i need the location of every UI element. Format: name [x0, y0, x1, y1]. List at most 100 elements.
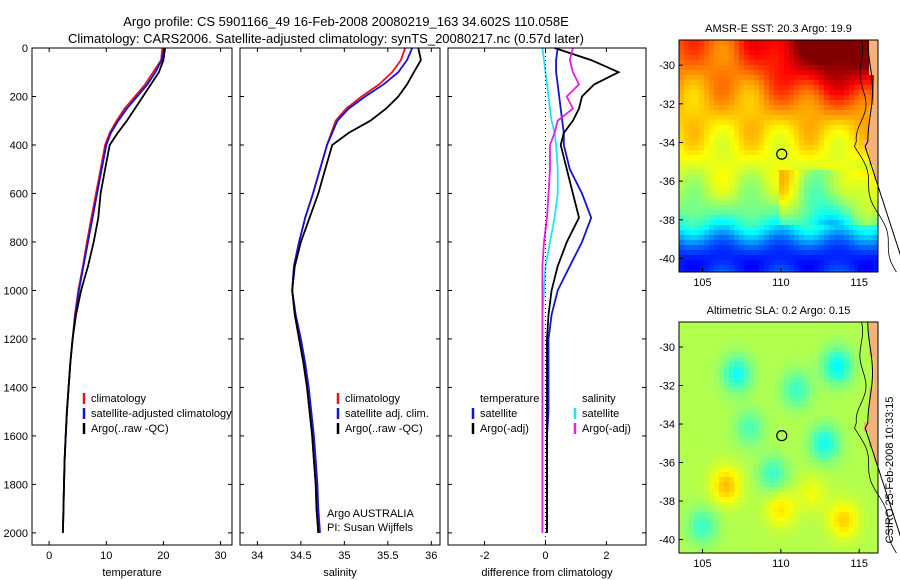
- field-cell: [754, 255, 760, 261]
- land-cell: [869, 327, 875, 333]
- field-cell: [689, 50, 695, 56]
- field-cell: [699, 120, 705, 126]
- field-cell: [699, 250, 705, 256]
- field-cell: [704, 432, 710, 438]
- field-cell: [694, 210, 700, 216]
- land-cell: [869, 65, 875, 71]
- field-cell: [759, 120, 765, 126]
- field-cell: [834, 235, 840, 241]
- field-cell: [864, 382, 870, 388]
- field-cell: [769, 240, 775, 246]
- field-cell: [734, 507, 740, 513]
- field-cell: [854, 60, 860, 66]
- field-cell: [864, 215, 870, 221]
- field-cell: [749, 512, 755, 518]
- field-cell: [739, 392, 745, 398]
- field-cell: [704, 120, 710, 126]
- field-cell: [694, 90, 700, 96]
- field-cell: [854, 65, 860, 71]
- field-cell: [754, 467, 760, 473]
- field-cell: [749, 482, 755, 488]
- field-cell: [799, 230, 805, 236]
- field-cell: [759, 145, 765, 151]
- field-cell: [734, 230, 740, 236]
- field-cell: [689, 367, 695, 373]
- field-cell: [864, 100, 870, 106]
- field-cell: [734, 225, 740, 231]
- field-cell: [719, 542, 725, 548]
- field-cell: [734, 250, 740, 256]
- field-cell: [749, 115, 755, 121]
- field-cell: [874, 225, 879, 231]
- field-cell: [684, 337, 690, 343]
- field-cell: [734, 547, 740, 553]
- field-cell: [764, 165, 770, 171]
- field-cell: [724, 140, 730, 146]
- field-cell: [684, 165, 690, 171]
- field-cell: [839, 322, 845, 328]
- field-cell: [789, 397, 795, 403]
- field-cell: [844, 432, 850, 438]
- field-cell: [789, 90, 795, 96]
- field-cell: [759, 512, 765, 518]
- field-cell: [759, 492, 765, 498]
- field-cell: [764, 90, 770, 96]
- field-cell: [744, 140, 750, 146]
- field-cell: [779, 422, 785, 428]
- field-cell: [819, 517, 825, 523]
- field-cell: [724, 270, 730, 273]
- field-cell: [829, 260, 835, 266]
- field-cell: [829, 412, 835, 418]
- field-cell: [769, 75, 775, 81]
- field-cell: [849, 367, 855, 373]
- field-cell: [844, 517, 850, 523]
- field-cell: [724, 507, 730, 513]
- field-cell: [789, 532, 795, 538]
- field-cell: [859, 512, 865, 518]
- field-cell: [719, 437, 725, 443]
- field-cell: [679, 220, 685, 226]
- field-cell: [854, 477, 860, 483]
- field-cell: [864, 120, 870, 126]
- field-cell: [844, 160, 850, 166]
- field-cell: [729, 265, 735, 271]
- field-cell: [809, 517, 815, 523]
- field-cell: [694, 547, 700, 553]
- land-cell: [869, 160, 875, 166]
- field-cell: [749, 220, 755, 226]
- field-cell: [729, 507, 735, 513]
- field-cell: [814, 457, 820, 463]
- field-cell: [704, 392, 710, 398]
- field-cell: [834, 427, 840, 433]
- field-cell: [704, 185, 710, 191]
- field-cell: [819, 240, 825, 246]
- field-cell: [769, 457, 775, 463]
- field-cell: [684, 170, 690, 176]
- land-cell: [874, 382, 879, 388]
- field-cell: [819, 215, 825, 221]
- field-cell: [724, 125, 730, 131]
- field-cell: [789, 442, 795, 448]
- field-cell: [699, 130, 705, 136]
- field-cell: [719, 322, 725, 328]
- field-cell: [774, 40, 780, 46]
- field-cell: [784, 427, 790, 433]
- field-cell: [714, 160, 720, 166]
- field-cell: [719, 120, 725, 126]
- field-cell: [809, 195, 815, 201]
- field-cell: [829, 115, 835, 121]
- field-cell: [719, 487, 725, 493]
- field-cell: [844, 135, 850, 141]
- field-cell: [829, 75, 835, 81]
- field-cell: [709, 265, 715, 271]
- field-cell: [754, 547, 760, 553]
- field-cell: [849, 477, 855, 483]
- field-cell: [719, 462, 725, 468]
- field-cell: [759, 240, 765, 246]
- field-cell: [734, 85, 740, 91]
- field-cell: [849, 322, 855, 328]
- field-cell: [759, 482, 765, 488]
- field-cell: [819, 270, 825, 273]
- field-cell: [769, 517, 775, 523]
- field-cell: [734, 512, 740, 518]
